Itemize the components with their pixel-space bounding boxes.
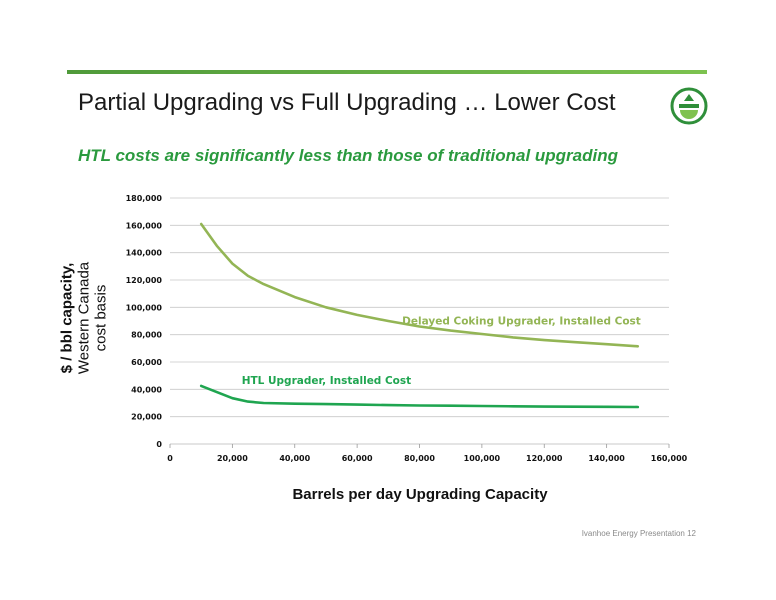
y-tick-label: 60,000	[131, 358, 162, 367]
x-tick-label: 80,000	[404, 454, 435, 463]
y-tick-label: 100,000	[126, 303, 163, 312]
x-tick-label: 160,000	[651, 454, 688, 463]
delayed-coking-series-line	[199, 222, 640, 348]
slide-subtitle: HTL costs are significantly less than th…	[78, 146, 618, 165]
x-tick-label: 120,000	[526, 454, 563, 463]
x-tick-label: 140,000	[588, 454, 625, 463]
htl-series-label: HTL Upgrader, Installed Cost	[242, 375, 411, 387]
x-tick-label: 0	[167, 454, 173, 463]
x-tick-label: 40,000	[279, 454, 310, 463]
y-tick-label: 0	[156, 440, 162, 449]
y-tick-label: 80,000	[131, 331, 162, 340]
ivanhoe-energy-logo-icon	[670, 87, 708, 125]
delayed-coking-series-label: Delayed Coking Upgrader, Installed Cost	[402, 315, 641, 327]
y-tick-label: 160,000	[126, 221, 163, 230]
x-tick-label: 60,000	[342, 454, 373, 463]
slide-title: Partial Upgrading vs Full Upgrading … Lo…	[78, 89, 616, 116]
y-tick-label: 140,000	[126, 249, 163, 258]
htl-series-line	[199, 384, 640, 409]
y-tick-label: 20,000	[131, 413, 162, 422]
x-tick-label: 20,000	[217, 454, 248, 463]
footer-text: Ivanhoe Energy Presentation 12	[581, 529, 696, 538]
y-tick-label: 40,000	[131, 385, 162, 394]
y-tick-label: 120,000	[126, 276, 163, 285]
y-tick-label: 180,000	[126, 194, 163, 203]
x-tick-label: 100,000	[464, 454, 501, 463]
x-axis-label: Barrels per day Upgrading Capacity	[292, 486, 548, 503]
title-rule	[67, 70, 707, 74]
